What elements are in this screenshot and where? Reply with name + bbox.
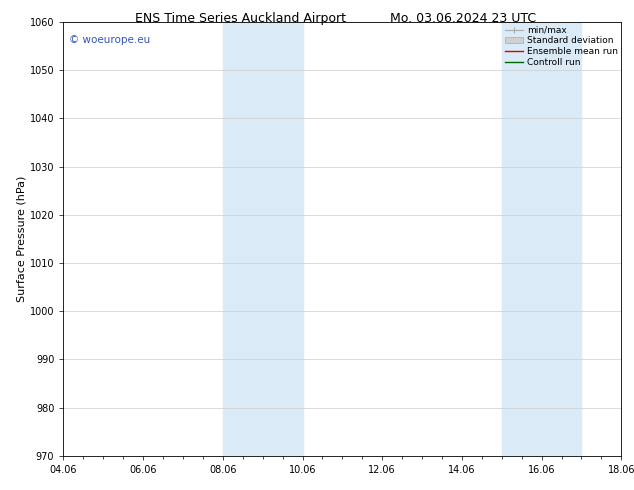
Y-axis label: Surface Pressure (hPa): Surface Pressure (hPa) — [17, 176, 27, 302]
Bar — [501, 22, 581, 456]
Text: Mo. 03.06.2024 23 UTC: Mo. 03.06.2024 23 UTC — [390, 12, 536, 25]
Text: © woeurope.eu: © woeurope.eu — [69, 35, 150, 45]
Text: ENS Time Series Auckland Airport: ENS Time Series Auckland Airport — [136, 12, 346, 25]
Legend: min/max, Standard deviation, Ensemble mean run, Controll run: min/max, Standard deviation, Ensemble me… — [503, 24, 619, 69]
Bar — [223, 22, 302, 456]
